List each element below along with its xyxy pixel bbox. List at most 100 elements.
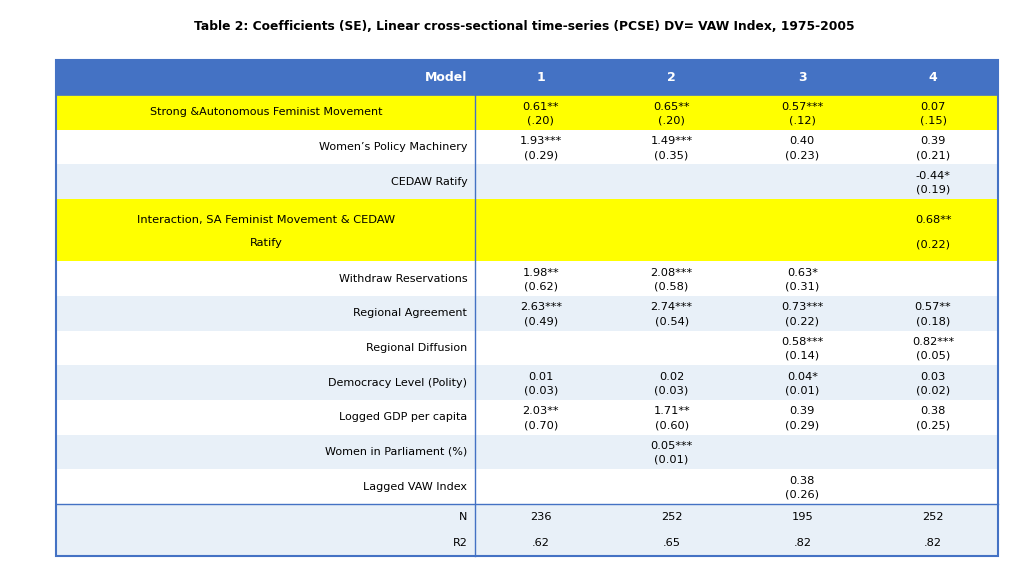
Text: (0.49): (0.49) [523, 316, 558, 327]
Text: (0.22): (0.22) [785, 316, 819, 327]
Text: (0.05): (0.05) [915, 351, 950, 361]
Text: Interaction, SA Feminist Movement & CEDAW: Interaction, SA Feminist Movement & CEDA… [137, 215, 395, 225]
Bar [56, 530, 998, 556]
Bar [56, 60, 998, 556]
Text: (0.03): (0.03) [523, 385, 558, 396]
Text: (0.35): (0.35) [654, 150, 689, 160]
Text: 0.61**: 0.61** [522, 101, 559, 112]
Bar [56, 400, 998, 435]
Text: CEDAW Ratify: CEDAW Ratify [390, 177, 467, 187]
Text: 252: 252 [923, 512, 944, 522]
Text: 0.39: 0.39 [921, 136, 946, 146]
Text: (0.31): (0.31) [785, 282, 819, 291]
Bar [56, 296, 998, 331]
Text: 0.40: 0.40 [790, 136, 815, 146]
Text: 0.03: 0.03 [921, 372, 946, 382]
Bar [56, 130, 998, 164]
Bar [56, 60, 998, 95]
Text: 1.49***: 1.49*** [650, 136, 692, 146]
Bar [56, 435, 998, 469]
Text: 0.57**: 0.57** [914, 302, 951, 312]
Text: 0.65**: 0.65** [653, 101, 690, 112]
Text: 195: 195 [792, 512, 813, 522]
Text: (0.14): (0.14) [785, 351, 819, 361]
Text: (0.18): (0.18) [915, 316, 950, 327]
Text: Lagged VAW Index: Lagged VAW Index [364, 482, 467, 491]
Text: (0.01): (0.01) [654, 455, 689, 465]
Text: 1.93***: 1.93*** [520, 136, 562, 146]
Text: Strong &Autonomous Feminist Movement: Strong &Autonomous Feminist Movement [150, 108, 382, 118]
Text: (0.02): (0.02) [916, 385, 950, 396]
Text: 1: 1 [537, 71, 545, 84]
Text: (0.25): (0.25) [916, 420, 950, 430]
Bar [56, 164, 998, 199]
Text: 252: 252 [660, 512, 682, 522]
Text: 0.57***: 0.57*** [781, 101, 823, 112]
Text: 0.01: 0.01 [528, 372, 554, 382]
Bar [56, 262, 998, 296]
Text: Regional Agreement: Regional Agreement [353, 308, 467, 319]
Text: 236: 236 [530, 512, 552, 522]
Text: .82: .82 [924, 538, 942, 548]
Bar [56, 331, 998, 365]
Text: (0.21): (0.21) [916, 150, 950, 160]
Text: (0.03): (0.03) [654, 385, 689, 396]
Text: .62: .62 [531, 538, 550, 548]
Text: .65: .65 [663, 538, 681, 548]
Text: (0.62): (0.62) [524, 282, 558, 291]
Text: 0.07: 0.07 [921, 101, 946, 112]
Text: .82: .82 [794, 538, 811, 548]
Text: 0.38: 0.38 [790, 476, 815, 486]
Bar [56, 199, 998, 262]
Text: 0.63*: 0.63* [786, 268, 818, 278]
Text: 1.98**: 1.98** [522, 268, 559, 278]
Text: Withdraw Reservations: Withdraw Reservations [339, 274, 467, 284]
Text: (.12): (.12) [788, 115, 816, 126]
Text: Democracy Level (Polity): Democracy Level (Polity) [329, 378, 467, 388]
Text: (0.29): (0.29) [785, 420, 819, 430]
Text: Ratify: Ratify [250, 238, 283, 248]
Text: 0.05***: 0.05*** [650, 441, 692, 451]
Text: R2: R2 [453, 538, 467, 548]
Text: (0.58): (0.58) [654, 282, 689, 291]
Bar [56, 504, 998, 530]
Text: (0.29): (0.29) [523, 150, 558, 160]
Text: Women in Parliament (%): Women in Parliament (%) [325, 447, 467, 457]
Text: (0.26): (0.26) [785, 490, 819, 499]
Text: 2: 2 [668, 71, 676, 84]
Text: 2.63***: 2.63*** [520, 302, 562, 312]
Text: Model: Model [425, 71, 467, 84]
Text: (0.60): (0.60) [654, 420, 688, 430]
Text: 1.71**: 1.71** [653, 407, 690, 416]
Text: -0.44*: -0.44* [915, 171, 950, 181]
Text: (0.23): (0.23) [785, 150, 819, 160]
Text: Table 2: Coefficients (SE), Linear cross-sectional time-series (PCSE) DV= VAW In: Table 2: Coefficients (SE), Linear cross… [194, 20, 855, 33]
Text: 0.38: 0.38 [921, 407, 946, 416]
Text: 0.73***: 0.73*** [781, 302, 823, 312]
Text: 2.74***: 2.74*** [650, 302, 692, 312]
Bar [56, 365, 998, 400]
Text: 0.04*: 0.04* [786, 372, 818, 382]
Text: (0.01): (0.01) [785, 385, 819, 396]
Text: 4: 4 [929, 71, 937, 84]
Text: (.20): (.20) [527, 115, 554, 126]
Text: (0.54): (0.54) [654, 316, 688, 327]
Text: 0.68**: 0.68** [914, 215, 951, 225]
Text: (.15): (.15) [920, 115, 946, 126]
Bar [56, 95, 998, 130]
Text: 3: 3 [798, 71, 807, 84]
Bar [56, 469, 998, 504]
Text: (.20): (.20) [658, 115, 685, 126]
Text: 2.03**: 2.03** [522, 407, 559, 416]
Text: (0.19): (0.19) [915, 185, 950, 195]
Text: Logged GDP per capita: Logged GDP per capita [339, 412, 467, 422]
Text: 0.58***: 0.58*** [781, 337, 823, 347]
Text: (0.70): (0.70) [523, 420, 558, 430]
Text: (0.22): (0.22) [916, 240, 950, 249]
Text: 0.82***: 0.82*** [912, 337, 954, 347]
Text: Women’s Policy Machinery: Women’s Policy Machinery [318, 142, 467, 152]
Text: Regional Diffusion: Regional Diffusion [366, 343, 467, 353]
Text: 0.39: 0.39 [790, 407, 815, 416]
Text: 2.08***: 2.08*** [650, 268, 692, 278]
Text: 0.02: 0.02 [658, 372, 684, 382]
